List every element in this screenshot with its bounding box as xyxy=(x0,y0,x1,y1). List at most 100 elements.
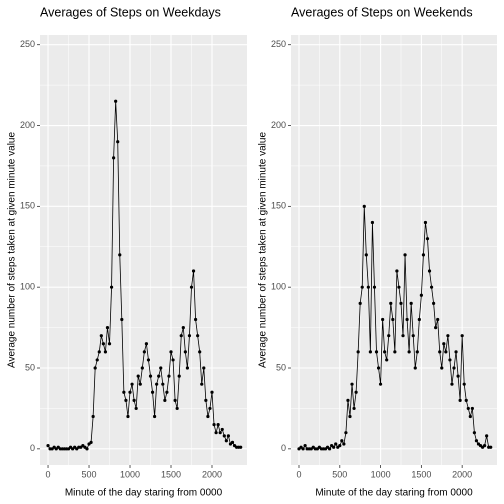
point xyxy=(368,350,372,354)
point xyxy=(132,398,136,402)
point xyxy=(46,444,50,448)
point xyxy=(109,285,114,289)
point xyxy=(107,342,112,346)
x-axis-label: Minute of the day staring from 0000 xyxy=(65,488,223,499)
point xyxy=(218,431,222,435)
point xyxy=(105,325,110,330)
x-tick-label: 0 xyxy=(296,469,301,479)
point xyxy=(425,237,430,241)
point xyxy=(136,374,140,378)
x-tick-label: 1000 xyxy=(371,469,391,479)
y-tick-label: 100 xyxy=(20,282,35,292)
y-tick-label: 50 xyxy=(25,362,35,372)
y-tick-label: 150 xyxy=(271,201,286,211)
point xyxy=(89,440,93,444)
point xyxy=(198,350,202,354)
point xyxy=(344,431,348,435)
point xyxy=(432,301,436,305)
point xyxy=(458,398,462,402)
point xyxy=(120,317,124,322)
point xyxy=(385,358,389,362)
point xyxy=(210,390,214,394)
point xyxy=(489,445,493,449)
point xyxy=(440,366,444,370)
x-tick-label: 1500 xyxy=(411,469,431,479)
point xyxy=(146,358,151,362)
point xyxy=(101,342,105,346)
point xyxy=(122,390,126,394)
point xyxy=(175,406,179,411)
x-tick-label: 500 xyxy=(82,469,97,479)
point xyxy=(364,253,368,257)
chart-title: Averages of Steps on Weekdays xyxy=(40,5,221,19)
point xyxy=(395,269,399,273)
point xyxy=(91,414,95,419)
point xyxy=(116,140,120,144)
point xyxy=(462,382,466,386)
y-tick-label: 100 xyxy=(271,282,286,292)
point xyxy=(448,358,452,362)
point xyxy=(169,350,173,354)
point xyxy=(226,434,230,438)
point xyxy=(338,444,342,448)
point xyxy=(342,442,346,446)
point xyxy=(187,334,192,338)
point xyxy=(159,366,163,370)
point xyxy=(444,350,448,354)
point xyxy=(124,398,128,402)
point xyxy=(417,317,421,322)
point xyxy=(93,366,97,370)
point xyxy=(356,350,360,354)
point xyxy=(153,414,157,419)
point xyxy=(362,204,366,208)
point xyxy=(452,366,456,370)
point xyxy=(464,398,468,402)
chart-title: Averages of Steps on Weekends xyxy=(291,5,473,19)
point xyxy=(163,398,167,402)
point xyxy=(436,317,440,322)
point xyxy=(387,334,391,338)
point xyxy=(460,334,464,338)
x-tick-label: 1000 xyxy=(120,469,140,479)
point xyxy=(415,350,419,354)
point xyxy=(327,447,332,451)
point xyxy=(212,422,216,427)
point xyxy=(126,414,130,419)
point xyxy=(179,334,183,338)
point xyxy=(340,439,344,443)
point xyxy=(374,350,379,354)
point xyxy=(421,253,426,257)
point xyxy=(350,382,354,386)
y-axis-label: Average number of steps taken at given m… xyxy=(258,132,269,369)
point xyxy=(95,358,99,362)
point xyxy=(474,439,479,443)
point xyxy=(378,382,383,386)
point xyxy=(482,444,487,448)
point xyxy=(222,434,226,438)
point xyxy=(399,301,403,305)
y-tick-label: 50 xyxy=(276,362,286,372)
point xyxy=(411,334,415,338)
point xyxy=(442,342,446,346)
point xyxy=(334,442,338,446)
point xyxy=(401,334,405,338)
point xyxy=(130,382,134,386)
point xyxy=(360,285,364,289)
point xyxy=(200,382,204,386)
x-tick-label: 0 xyxy=(46,469,51,479)
point xyxy=(413,366,417,370)
point xyxy=(134,406,138,411)
point xyxy=(138,382,142,386)
point xyxy=(472,431,477,435)
point xyxy=(140,366,144,370)
point xyxy=(391,317,395,322)
y-tick-label: 200 xyxy=(271,120,286,130)
x-tick-label: 1500 xyxy=(161,469,181,479)
x-tick-label: 2000 xyxy=(452,469,472,479)
point xyxy=(118,253,122,257)
x-tick-label: 500 xyxy=(332,469,347,479)
panel-background xyxy=(40,35,247,465)
y-tick-label: 250 xyxy=(271,39,286,49)
x-tick-label: 2000 xyxy=(202,469,222,479)
